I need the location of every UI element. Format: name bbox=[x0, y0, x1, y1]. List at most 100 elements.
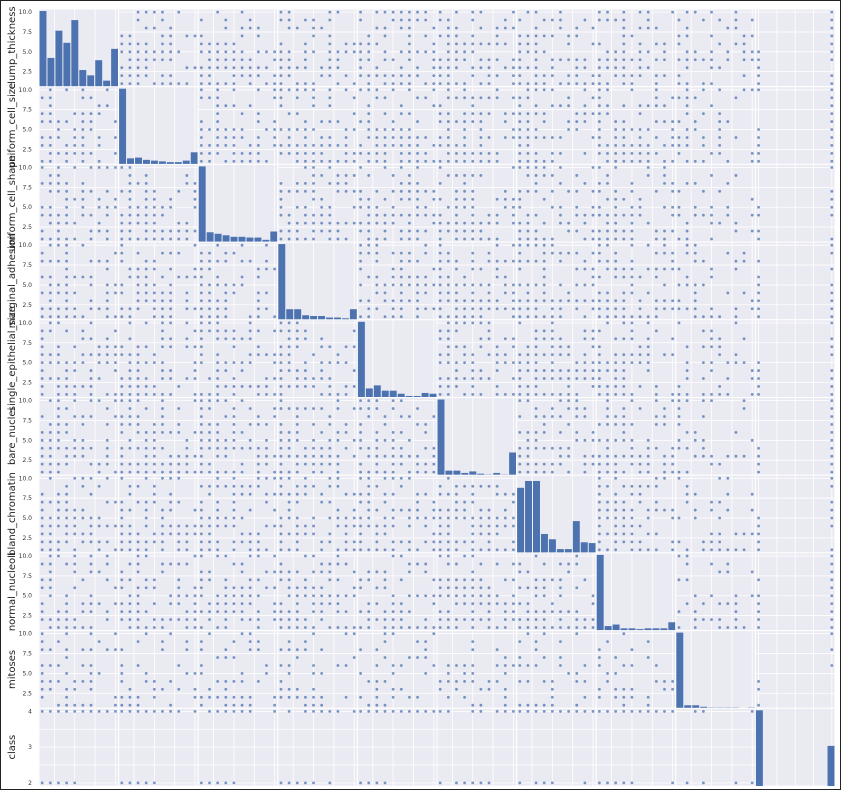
scatter-point bbox=[830, 152, 833, 155]
scatter-point bbox=[367, 252, 370, 255]
axis-label-bare_nuclei: bare_nuclei bbox=[7, 408, 18, 465]
scatter-point bbox=[830, 632, 833, 635]
scatter-point bbox=[224, 42, 227, 45]
scatter-point bbox=[830, 369, 833, 372]
y-tick-label: 5.0 bbox=[22, 593, 32, 600]
scatter-point bbox=[208, 525, 211, 528]
scatter-point bbox=[639, 42, 642, 45]
scatter-point bbox=[41, 640, 44, 643]
scatter-point bbox=[504, 66, 507, 69]
scatter-point bbox=[726, 27, 729, 30]
scatter-point bbox=[392, 82, 395, 85]
scatter-point bbox=[496, 594, 499, 597]
scatter-point bbox=[353, 586, 356, 589]
scatter-point bbox=[129, 485, 132, 488]
scatter-point bbox=[543, 586, 546, 589]
scatter-point bbox=[65, 407, 68, 410]
scatter-point bbox=[622, 230, 625, 233]
scatter-point bbox=[216, 307, 219, 310]
scatter-point bbox=[598, 493, 601, 496]
scatter-point bbox=[280, 540, 283, 543]
scatter-point bbox=[726, 252, 729, 255]
scatter-point bbox=[296, 688, 299, 691]
scatter-point bbox=[614, 206, 617, 209]
scatter-point bbox=[145, 214, 148, 217]
scatter-point bbox=[216, 329, 219, 332]
scatter-point bbox=[257, 299, 260, 302]
scatter-point bbox=[216, 276, 219, 279]
scatter-point bbox=[288, 214, 291, 217]
scatter-point bbox=[447, 42, 450, 45]
scatter-point bbox=[479, 82, 482, 85]
scatter-point bbox=[161, 423, 164, 426]
scatter-point bbox=[447, 82, 450, 85]
scatter-point bbox=[273, 377, 276, 380]
scatter-point bbox=[216, 399, 219, 402]
scatter-point bbox=[631, 439, 634, 442]
scatter-point bbox=[543, 463, 546, 466]
scatter-point bbox=[233, 361, 236, 364]
scatter-point bbox=[392, 548, 395, 551]
scatter-point bbox=[312, 238, 315, 241]
scatter-point bbox=[41, 463, 44, 466]
scatter-point bbox=[606, 299, 609, 302]
scatter-point bbox=[639, 463, 642, 466]
scatter-point bbox=[375, 11, 378, 14]
scatter-point bbox=[320, 540, 323, 543]
scatter-point bbox=[757, 688, 760, 691]
scatter-point bbox=[90, 369, 93, 372]
scatter-point bbox=[686, 393, 689, 396]
panel-marginal_adhesion-vs-uniform_cell_shape bbox=[198, 242, 278, 320]
scatter-point bbox=[265, 548, 268, 551]
scatter-point bbox=[90, 230, 93, 233]
scatter-point bbox=[408, 509, 411, 512]
scatter-point bbox=[488, 586, 491, 589]
scatter-point bbox=[631, 517, 634, 520]
scatter-point bbox=[631, 276, 634, 279]
scatter-point bbox=[751, 214, 754, 217]
scatter-point bbox=[185, 439, 188, 442]
scatter-point bbox=[98, 361, 101, 364]
scatter-point bbox=[224, 82, 227, 85]
scatter-point bbox=[479, 152, 482, 155]
scatter-point bbox=[90, 337, 93, 340]
scatter-point bbox=[647, 463, 650, 466]
histogram-bar bbox=[390, 391, 397, 398]
scatter-point bbox=[312, 602, 315, 605]
scatter-point bbox=[455, 385, 458, 388]
scatter-point bbox=[41, 618, 44, 621]
scatter-point bbox=[639, 361, 642, 364]
scatter-point bbox=[575, 361, 578, 364]
scatter-point bbox=[241, 112, 244, 115]
scatter-point bbox=[304, 120, 307, 123]
scatter-point bbox=[359, 477, 362, 480]
scatter-point bbox=[400, 291, 403, 294]
scatter-point bbox=[49, 540, 52, 543]
panel-single_epithelial_size-vs-mitoses bbox=[676, 320, 756, 398]
scatter-point bbox=[249, 160, 252, 163]
scatter-point bbox=[120, 517, 123, 520]
scatter-point bbox=[424, 230, 427, 233]
scatter-point bbox=[606, 230, 609, 233]
scatter-point bbox=[447, 19, 450, 22]
scatter-point bbox=[694, 96, 697, 99]
scatter-point bbox=[527, 222, 530, 225]
scatter-point bbox=[367, 42, 370, 45]
scatter-point bbox=[710, 82, 713, 85]
scatter-point bbox=[114, 704, 117, 707]
scatter-point bbox=[384, 160, 387, 163]
scatter-point bbox=[224, 27, 227, 30]
scatter-point bbox=[432, 471, 435, 474]
scatter-point bbox=[583, 299, 586, 302]
scatter-point bbox=[384, 586, 387, 589]
scatter-point bbox=[137, 570, 140, 573]
scatter-point bbox=[257, 423, 260, 426]
scatter-point bbox=[216, 594, 219, 597]
scatter-point bbox=[98, 345, 101, 348]
scatter-point bbox=[463, 284, 466, 287]
scatter-point bbox=[543, 447, 546, 450]
scatter-point bbox=[447, 385, 450, 388]
scatter-point bbox=[177, 578, 180, 581]
scatter-point bbox=[702, 88, 705, 91]
scatter-point bbox=[137, 610, 140, 613]
